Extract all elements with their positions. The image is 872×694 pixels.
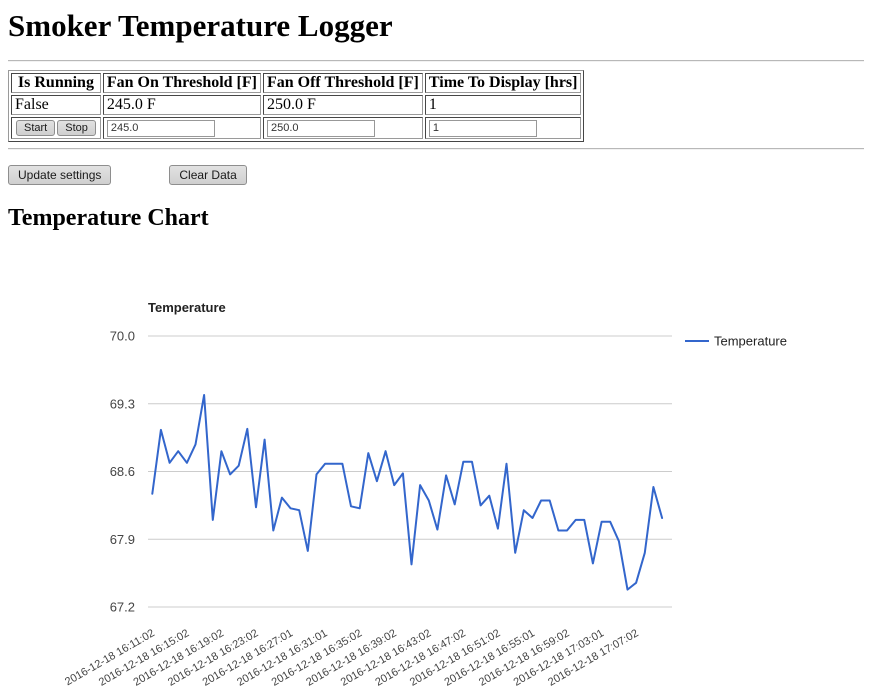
header-fan-off-threshold: Fan Off Threshold [F] — [262, 73, 423, 93]
value-time-to-display: 1 — [424, 95, 582, 115]
divider-bottom — [8, 147, 864, 150]
chart-section-heading: Temperature Chart — [8, 204, 209, 231]
fan-on-input-cell — [102, 117, 261, 139]
fan-on-threshold-input[interactable] — [106, 119, 215, 137]
temperature-series-line — [151, 393, 664, 591]
actions-bar: Update settings Clear Data — [8, 164, 864, 185]
status-table: Is Running Fan On Threshold [F] Fan Off … — [8, 70, 585, 142]
start-stop-cell: Start Stop — [11, 117, 101, 139]
clear-data-button[interactable]: Clear Data — [169, 164, 247, 185]
y-tick-label: 69.3 — [110, 396, 135, 411]
fan-off-input-cell — [262, 117, 423, 139]
stop-button[interactable]: Stop — [57, 120, 96, 137]
smoker-logger-page: Smoker Temperature Logger Is Running Fan… — [8, 8, 864, 694]
update-settings-button[interactable]: Update settings — [8, 164, 112, 185]
fan-off-threshold-input[interactable] — [266, 119, 375, 137]
header-fan-on-threshold: Fan On Threshold [F] — [102, 73, 261, 93]
status-controls-row: Start Stop — [11, 117, 582, 139]
page-title: Smoker Temperature Logger — [8, 8, 393, 43]
header-time-to-display: Time To Display [hrs] — [424, 73, 582, 93]
time-to-display-input[interactable] — [428, 119, 537, 137]
y-tick-label: 70.0 — [110, 328, 135, 343]
value-fan-off-threshold: 250.0 F — [262, 95, 423, 115]
legend-label: Temperature — [714, 333, 787, 348]
header-is-running: Is Running — [11, 73, 101, 93]
temperature-chart: 70.0 69.3 68.6 67.9 67.2 2016-12-18 16:11:02 2… — [60, 294, 864, 694]
value-is-running: False — [11, 95, 101, 115]
y-tick-label: 68.6 — [110, 464, 135, 479]
divider-top — [8, 60, 864, 62]
start-button[interactable]: Start — [16, 120, 56, 137]
time-input-cell — [424, 117, 582, 139]
value-fan-on-threshold: 245.0 F — [102, 95, 261, 115]
status-header-row: Is Running Fan On Threshold [F] Fan Off … — [11, 73, 582, 93]
status-values-row: False 245.0 F 250.0 F 1 — [11, 95, 582, 115]
chart-title: Temperature — [148, 300, 226, 315]
y-tick-label: 67.2 — [110, 599, 135, 614]
y-tick-label: 67.9 — [110, 531, 135, 546]
